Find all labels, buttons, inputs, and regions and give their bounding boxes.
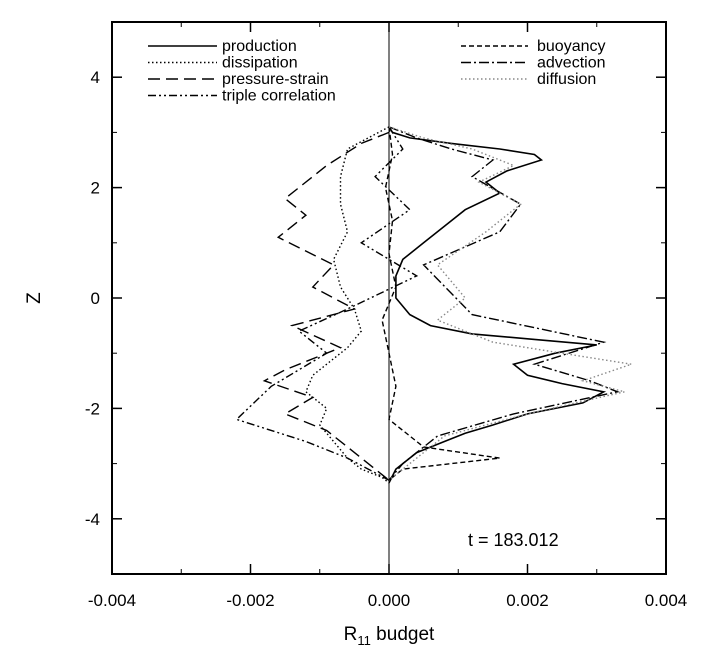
series-pressure-strain xyxy=(262,131,390,481)
series-production xyxy=(388,126,607,484)
legend-label: diffusion xyxy=(537,71,596,88)
y-ticks: -4 -2 0 2 4 xyxy=(85,21,666,575)
x-axis-label-main: R xyxy=(344,624,358,645)
legend-label: dissipation xyxy=(222,55,298,72)
series-advection xyxy=(388,126,620,481)
legend-label: pressure-strain xyxy=(222,71,329,88)
legend-label: production xyxy=(222,38,297,55)
legend-left: productiondissipationpressure-straintrip… xyxy=(148,38,336,105)
series-group xyxy=(235,126,632,484)
legend-label: triple correlation xyxy=(222,88,336,105)
series-triple-correlation xyxy=(235,126,419,481)
x-tick-label: -0.004 xyxy=(88,591,136,610)
x-axis-label: R11 budget xyxy=(344,624,435,648)
legend-label: buoyancy xyxy=(537,38,606,55)
x-tick-label: 0.002 xyxy=(506,591,549,610)
y-tick-label: -4 xyxy=(85,510,100,529)
series-diffusion xyxy=(388,126,632,481)
x-axis-label-subscript: 11 xyxy=(357,633,371,648)
x-axis-label-suffix: budget xyxy=(371,624,435,645)
x-tick-label: 0.000 xyxy=(368,591,411,610)
x-tick-label: 0.004 xyxy=(645,591,688,610)
x-tick-label: -0.002 xyxy=(226,591,274,610)
annotation-time: t = 183.012 xyxy=(468,530,559,550)
y-axis-label: Z xyxy=(24,292,45,304)
legend-label: advection xyxy=(537,55,606,72)
y-tick-label: 4 xyxy=(91,68,100,87)
x-ticks: -0.004 -0.002 0.000 0.002 0.004 xyxy=(88,22,687,610)
series-dissipation xyxy=(305,126,390,484)
y-tick-label: 2 xyxy=(91,179,100,198)
y-tick-label: -2 xyxy=(85,399,100,418)
y-tick-label: 0 xyxy=(91,289,100,308)
series-buoyancy xyxy=(381,126,500,481)
